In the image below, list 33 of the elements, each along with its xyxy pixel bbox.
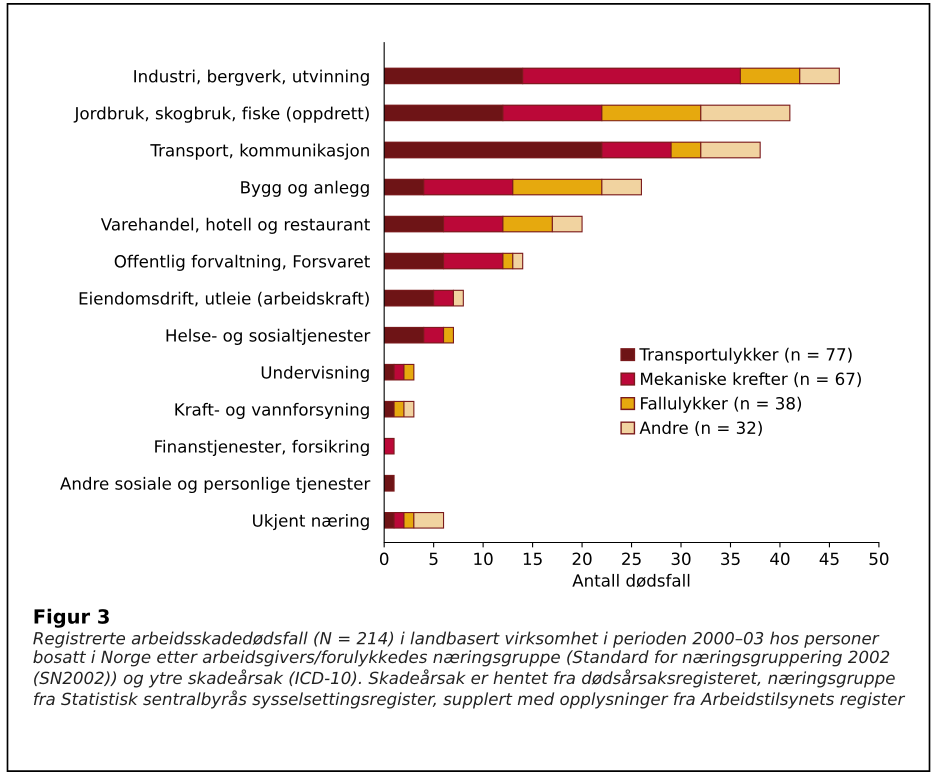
bar (384, 474, 395, 492)
x-tick-label: 10 (474, 552, 493, 566)
y-tick-label: Industri, bergverk, utvinning (134, 70, 369, 86)
y-tick-label: Finanstjenester, forsikring (155, 440, 369, 456)
x-tick-label: 30 (672, 552, 691, 566)
x-tick-label: 5 (430, 552, 438, 566)
y-tick-label: Kraft- og vannforsyning (175, 402, 369, 419)
legend-label: Andre (n = 32) (640, 421, 762, 436)
legend-label: Transportulykker (n = 77) (639, 348, 852, 364)
y-tick-label: Varehandel, hotell og restaurant (100, 218, 370, 234)
x-tick-label: 50 (870, 552, 888, 566)
y-tick-label: Helse- og sosialtjenester (166, 328, 370, 345)
x-axis-title: Antall dødsfall (572, 574, 690, 588)
x-tick-label: 20 (572, 552, 592, 566)
y-tick-label: Eiendomsdrift, utleie (arbeidskraft) (80, 292, 369, 307)
legend-label: Fallulykker (n = 38) (641, 396, 802, 413)
x-tick-label: 45 (820, 552, 839, 566)
y-tick-label: Transport, kommunikasjon (150, 144, 369, 160)
y-tick-label: Ukjent næring (253, 514, 369, 530)
y-tick-label: Jordbruk, skogbruk, fiske (oppdrett) (74, 106, 369, 123)
text: Registrerte arbeidsskadedødsfall (N = 214) i landbasert virksomhet i perioden 2000–03 hos personer bosatt i Norge etter arbeidsgivers/forulykkedes næringsgruppe (Standard for næringsgruppering 2002 (SN2002)) og ytre skadeårsak (ICD-10). Skadeårsak er hentet fra dødsårsaksregisteret, næringsgruppe fra Statistisk sentralbyrås sysselsettingsregister, supplert med opplysninger fra Arbeidstilsynets register (33, 632, 906, 708)
x-tick-label: 15 (524, 552, 542, 566)
bar (384, 438, 395, 455)
x-tick-label: 40 (770, 552, 790, 566)
x-tick-label: 0 (380, 552, 388, 566)
y-tick-label: Bygg og anlegg (241, 180, 369, 197)
y-tick-label: Andre sosiale og personlige tjenester (60, 476, 370, 494)
legend-label: Mekaniske krefter (n = 67) (641, 372, 861, 388)
y-tick-label: Undervisning (262, 366, 369, 382)
x-tick-label: 35 (721, 552, 740, 566)
text: Figur 3 (34, 608, 109, 628)
y-tick-label: Offentlig forvaltning, Forsvaret (114, 254, 370, 271)
x-tick-label: 25 (622, 552, 641, 566)
